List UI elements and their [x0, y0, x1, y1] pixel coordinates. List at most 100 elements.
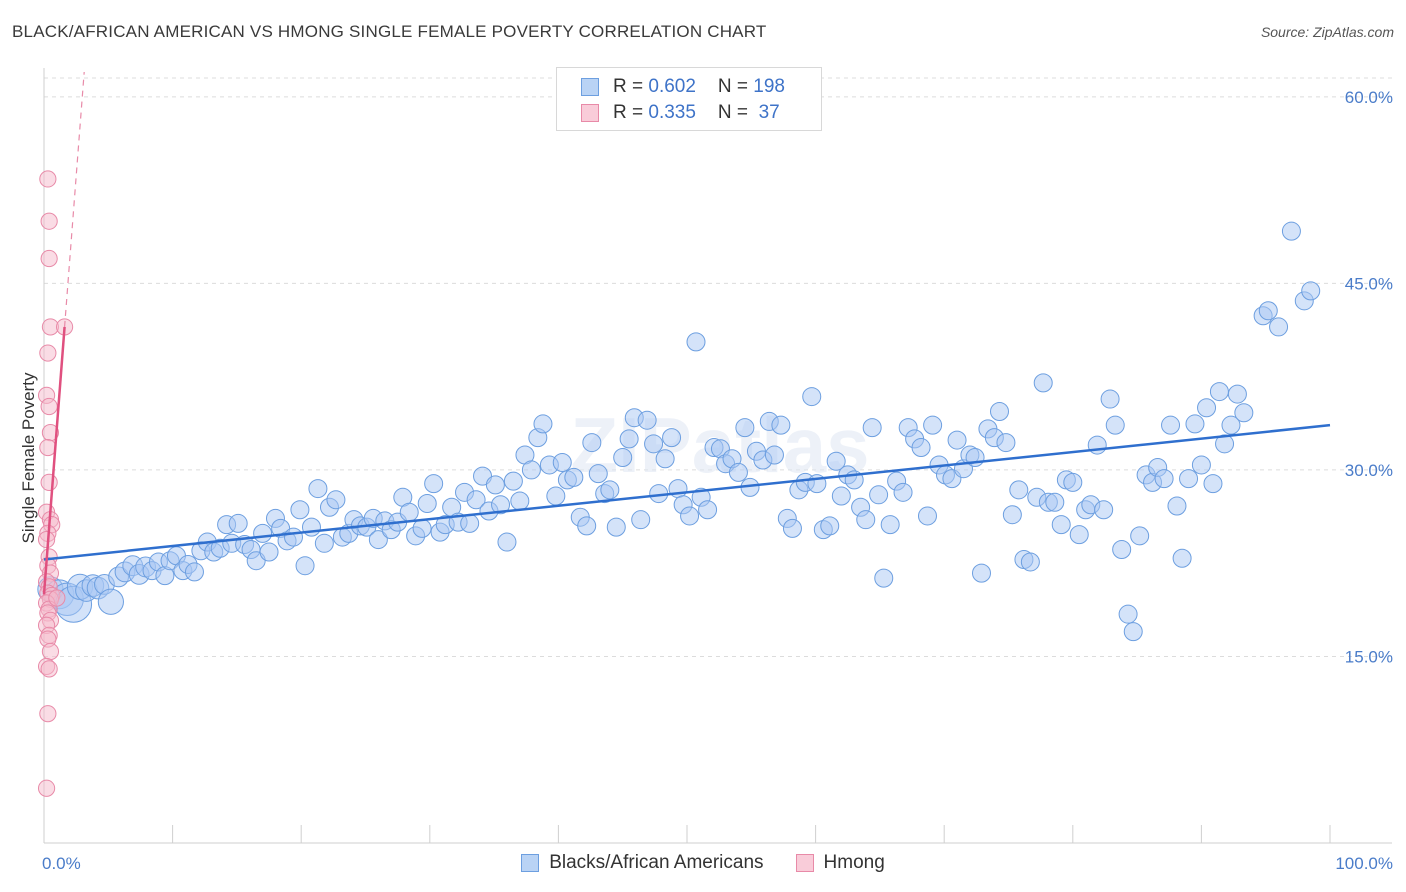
data-point-blacks — [577, 516, 597, 536]
data-point-blacks — [1258, 301, 1278, 321]
data-point-hmong — [40, 660, 58, 678]
data-point-hmong — [40, 249, 58, 268]
data-point-blacks — [606, 517, 626, 537]
data-point-hmong — [40, 212, 58, 230]
x-tick-label: 0.0% — [42, 854, 81, 873]
data-point-blacks — [1069, 525, 1089, 545]
data-point-blacks — [503, 471, 523, 491]
data-point-blacks — [283, 527, 303, 547]
data-point-blacks — [1227, 384, 1247, 404]
data-point-blacks — [412, 518, 432, 538]
y-tick-label: 15.0% — [1345, 647, 1393, 666]
data-point-blacks — [735, 418, 755, 438]
data-point-blacks — [1100, 389, 1120, 409]
data-point-blacks — [1185, 414, 1205, 434]
legend-row-blacks: R = 0.602 N = 198 — [581, 76, 785, 98]
y-tick-label: 45.0% — [1345, 274, 1393, 293]
data-point-blacks — [1009, 480, 1029, 500]
data-point-blacks — [466, 490, 486, 510]
legend-r-value: 0.602 — [648, 76, 696, 97]
data-point-blacks — [582, 433, 602, 453]
x-tick-labels: 0.0% 100.0% — [42, 854, 1393, 873]
data-point-blacks — [1118, 604, 1138, 624]
data-point-blacks — [820, 516, 840, 536]
data-point-blacks — [923, 415, 943, 435]
data-point-blacks — [1167, 496, 1187, 516]
data-point-blacks — [552, 452, 572, 472]
data-point-blacks — [497, 532, 517, 552]
data-point-hmong — [39, 344, 57, 362]
y-tick-label: 30.0% — [1345, 461, 1393, 480]
data-point-blacks — [917, 506, 937, 526]
y-axis-label: Single Female Poverty — [19, 372, 38, 544]
data-point-blacks — [1203, 474, 1223, 494]
legend-n-label: N = — [717, 76, 754, 97]
data-point-hmong — [39, 438, 57, 457]
series-blacks-points — [37, 221, 1321, 642]
data-point-blacks — [613, 448, 633, 467]
data-point-blacks — [631, 510, 651, 530]
data-point-blacks — [533, 414, 553, 434]
data-point-blacks — [874, 568, 894, 588]
data-point-blacks — [253, 523, 273, 543]
data-point-blacks — [686, 332, 706, 352]
data-point-blacks — [802, 387, 822, 407]
data-point-hmong — [40, 397, 58, 416]
data-point-blacks — [637, 410, 657, 430]
data-point-blacks — [600, 480, 620, 500]
trend-extension-hmong — [63, 71, 85, 327]
data-point-blacks — [1105, 415, 1125, 435]
data-point-blacks — [1281, 221, 1301, 241]
data-point-blacks — [619, 429, 639, 449]
data-point-blacks — [1301, 281, 1321, 301]
data-point-blacks — [869, 485, 889, 505]
data-point-blacks — [97, 588, 124, 615]
data-point-blacks — [971, 563, 991, 583]
data-point-blacks — [460, 513, 480, 533]
data-point-blacks — [782, 518, 802, 538]
data-point-blacks — [1020, 552, 1040, 572]
data-point-blacks — [259, 542, 279, 562]
blue-swatch-icon — [521, 854, 540, 872]
data-point-blacks — [655, 449, 675, 469]
data-point-blacks — [326, 490, 346, 510]
data-point-blacks — [1112, 540, 1132, 560]
y-tick-labels: 15.0% 30.0% 45.0% 60.0% — [1345, 88, 1393, 667]
correlation-legend: R = 0.602 N = 198 R = 0.335 N = 37 — [556, 67, 822, 131]
data-point-hmong — [37, 779, 56, 797]
data-point-blacks — [510, 491, 530, 511]
data-point-blacks — [893, 482, 913, 502]
data-point-blacks — [1221, 415, 1241, 435]
data-point-blacks — [728, 462, 748, 482]
data-point-blacks — [662, 428, 682, 448]
data-point-blacks — [826, 451, 846, 471]
trend-lines — [42, 71, 1331, 595]
data-point-blacks — [290, 500, 310, 520]
pink-swatch-icon — [581, 104, 599, 122]
data-point-blacks — [184, 562, 204, 582]
pink-swatch-icon — [795, 854, 814, 872]
legend-item-blacks: Blacks/African Americans — [521, 852, 764, 874]
data-point-blacks — [1209, 382, 1229, 402]
data-point-blacks — [1130, 526, 1150, 546]
data-point-blacks — [1002, 505, 1022, 525]
data-point-blacks — [546, 486, 566, 506]
data-point-blacks — [1063, 472, 1083, 492]
data-point-hmong — [41, 642, 60, 661]
data-point-blacks — [314, 533, 334, 553]
blue-swatch-icon — [581, 78, 599, 96]
legend-row-hmong: R = 0.335 N = 37 — [581, 102, 780, 124]
data-point-blacks — [417, 494, 437, 514]
data-point-blacks — [308, 479, 328, 499]
legend-r-label: R = — [613, 102, 649, 123]
legend-r-value: 0.335 — [648, 102, 696, 123]
data-point-blacks — [1215, 434, 1235, 454]
legend-item-hmong: Hmong — [795, 852, 885, 874]
chart-title: BLACK/AFRICAN AMERICAN VS HMONG SINGLE F… — [12, 22, 767, 41]
legend-n-value: 198 — [753, 76, 785, 97]
data-point-blacks — [1123, 622, 1143, 642]
data-point-blacks — [856, 510, 876, 530]
data-point-blacks — [698, 500, 718, 520]
data-point-blacks — [680, 506, 700, 526]
data-point-blacks — [771, 415, 791, 435]
